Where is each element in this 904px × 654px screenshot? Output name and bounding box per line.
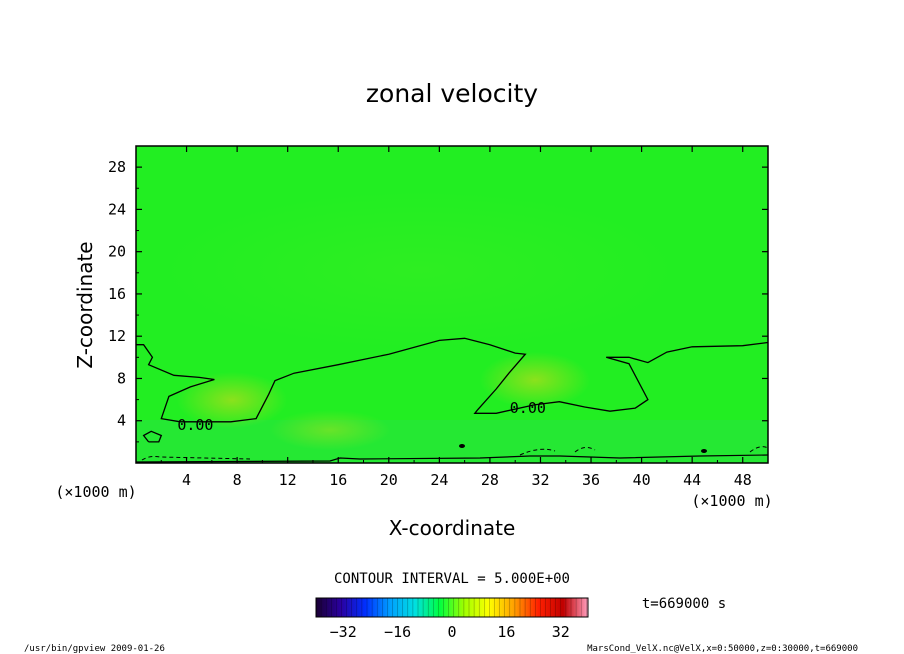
x-tick-label: 24 <box>430 471 448 489</box>
chart-title: zonal velocity <box>366 79 538 108</box>
x-tick-label: 32 <box>531 471 549 489</box>
x-axis-title: X-coordinate <box>389 516 516 540</box>
colorbar-tick-label: 32 <box>552 623 570 641</box>
x-unit-right: (×1000 m) <box>691 492 772 510</box>
footer-right: MarsCond_VelX.nc@VelX,x=0:50000,z=0:3000… <box>587 644 858 654</box>
footer-left: /usr/bin/gpview 2009-01-26 <box>24 644 165 654</box>
x-tick-label: 12 <box>279 471 297 489</box>
x-tick-label: 8 <box>233 471 242 489</box>
x-tick-label: 36 <box>582 471 600 489</box>
zero-contour-loop <box>142 430 163 443</box>
warm-patch-3 <box>270 410 390 450</box>
plot-frame <box>135 145 769 464</box>
x-tick-label: 20 <box>380 471 398 489</box>
contour-label: 0.00 <box>177 416 213 434</box>
y-tick-label: 24 <box>108 200 126 218</box>
negative-contour-dashed <box>141 446 768 461</box>
warm-patch-1 <box>177 372 287 428</box>
small-contour-blob <box>459 444 465 448</box>
near-ground-contour <box>136 454 768 463</box>
y-tick-label: 20 <box>108 243 126 261</box>
y-tick-label: 12 <box>108 327 126 345</box>
colorbar-tick-label: −32 <box>330 623 357 641</box>
x-tick-label: 40 <box>633 471 651 489</box>
plot-area: 0.00 0.00 <box>136 146 768 463</box>
x-tick-label: 16 <box>329 471 347 489</box>
field-hump <box>160 190 680 350</box>
colorbar-tick-label: 16 <box>497 623 515 641</box>
zero-contour <box>136 337 768 423</box>
y-tick-label: 28 <box>108 158 126 176</box>
contour-interval: CONTOUR INTERVAL = 5.000E+00 <box>334 571 570 587</box>
small-contour-blob <box>701 449 707 453</box>
x-unit-left: (×1000 m) <box>55 483 136 501</box>
x-tick-label: 4 <box>182 471 191 489</box>
contour-label: 0.00 <box>510 399 546 417</box>
time-label: t=669000 s <box>642 596 726 612</box>
y-tick-label: 4 <box>117 412 126 430</box>
colorbar: −32 −16 0 16 32 <box>315 597 589 641</box>
colorbar-tick-label: 0 <box>447 623 456 641</box>
colorbar-tick-label: −16 <box>384 623 411 641</box>
y-axis-title: Z-coordinate <box>73 241 97 368</box>
y-tick-label: 16 <box>108 285 126 303</box>
x-tick-label: 44 <box>683 471 701 489</box>
warm-patch-2 <box>480 352 590 408</box>
y-tick-label: 8 <box>117 369 126 387</box>
x-tick-label: 28 <box>481 471 499 489</box>
x-tick-label: 48 <box>734 471 752 489</box>
colorbar-frame <box>315 597 589 618</box>
